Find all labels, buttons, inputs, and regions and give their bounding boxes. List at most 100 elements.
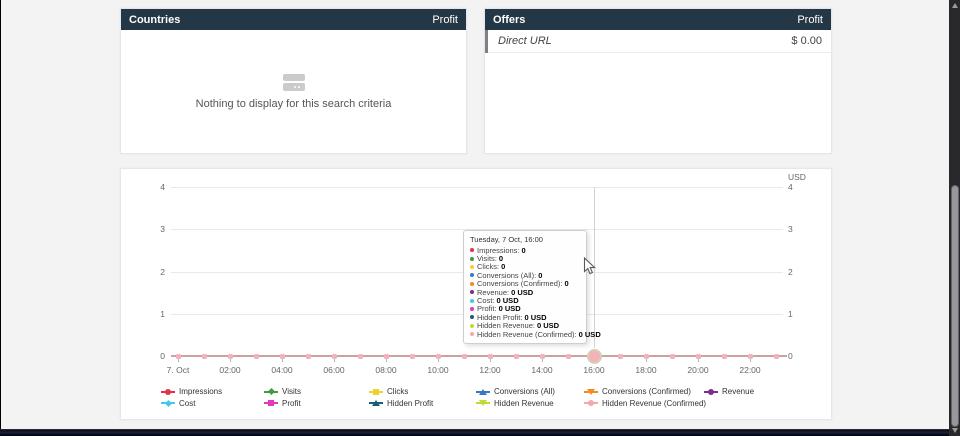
tooltip-row: Clicks: 0 bbox=[470, 262, 580, 271]
data-point-marker[interactable] bbox=[669, 353, 675, 359]
x-axis-tick bbox=[282, 358, 283, 362]
data-point-marker[interactable] bbox=[539, 353, 545, 359]
tooltip-bullet-icon bbox=[470, 290, 474, 295]
y-axis-unit-label: USD bbox=[788, 172, 806, 182]
data-point-marker[interactable] bbox=[721, 353, 727, 359]
hovered-data-point[interactable] bbox=[586, 348, 602, 364]
tooltip-row: Hidden Profit: 0 USD bbox=[470, 312, 580, 322]
scrollbar-thumb[interactable] bbox=[950, 185, 959, 427]
tooltip-row: Cost: 0 USD bbox=[470, 296, 580, 306]
y-axis-label-left: 3 bbox=[160, 224, 165, 235]
data-point-marker[interactable] bbox=[513, 353, 519, 359]
tooltip-row-value: 0 USD bbox=[511, 287, 534, 297]
legend-item-hidden-profit[interactable]: Hidden Profit bbox=[369, 398, 433, 409]
x-axis-label: 16:00 bbox=[583, 365, 605, 375]
data-point-marker[interactable] bbox=[773, 353, 779, 359]
legend-item-label: Hidden Revenue (Confirmed) bbox=[602, 398, 707, 408]
y-axis-label-right: 2 bbox=[788, 266, 793, 277]
conversions-confirmed-legend-marker-icon bbox=[584, 388, 598, 396]
x-axis-tick bbox=[334, 358, 335, 362]
legend-item-clicks[interactable]: Clicks bbox=[369, 386, 408, 397]
legend-item-hidden-revenue[interactable]: Hidden Revenue bbox=[476, 398, 554, 409]
hidden-revenue-legend-marker-icon bbox=[476, 399, 490, 407]
scrollbar-down-arrow-icon[interactable] bbox=[951, 428, 958, 433]
y-axis-label-right: 0 bbox=[788, 351, 793, 361]
data-point-marker[interactable] bbox=[383, 353, 389, 359]
data-point-marker[interactable] bbox=[331, 353, 337, 359]
countries-panel: Countries Profit Nothing to display for … bbox=[120, 8, 467, 154]
data-point-marker[interactable] bbox=[643, 353, 649, 359]
tooltip-row-label: Hidden Revenue: bbox=[477, 321, 535, 331]
legend-item-profit[interactable]: Profit bbox=[264, 398, 301, 409]
data-point-marker[interactable] bbox=[279, 353, 285, 359]
x-axis-label: 08:00 bbox=[375, 365, 397, 375]
legend-item-revenue[interactable]: Revenue bbox=[704, 386, 754, 397]
offers-panel-title: Offers bbox=[493, 13, 526, 26]
chart-gridline bbox=[171, 187, 783, 188]
x-axis-tick bbox=[698, 358, 699, 362]
data-point-marker[interactable] bbox=[175, 353, 181, 359]
legend-item-conversions-confirmed[interactable]: Conversions (Confirmed) bbox=[584, 386, 691, 397]
tooltip-row-value: 0 bbox=[538, 270, 543, 280]
data-point-marker[interactable] bbox=[747, 353, 753, 359]
tooltip-bullet-icon bbox=[470, 281, 474, 286]
x-axis-label: 14:00 bbox=[531, 365, 553, 375]
x-axis-tick bbox=[230, 358, 231, 362]
x-axis-label: 02:00 bbox=[219, 365, 241, 375]
tooltip-row-value: 0 USD bbox=[578, 329, 601, 339]
impressions-legend-marker-icon bbox=[161, 388, 175, 396]
window-bottom-strip bbox=[0, 429, 960, 436]
x-axis-label: 7. Oct bbox=[166, 365, 190, 375]
legend-item-impressions[interactable]: Impressions bbox=[161, 386, 222, 397]
page-scrollbar[interactable] bbox=[949, 0, 960, 436]
countries-metric-header: Profit bbox=[432, 13, 458, 26]
cost-legend-marker-icon bbox=[161, 399, 175, 407]
tooltip-bullet-icon bbox=[470, 248, 474, 253]
tooltip-row-label: Cost: bbox=[477, 296, 495, 306]
data-point-marker[interactable] bbox=[253, 353, 259, 359]
legend-item-cost[interactable]: Cost bbox=[161, 398, 195, 409]
tooltip-row: Conversions (All): 0 bbox=[470, 270, 580, 280]
data-point-marker[interactable] bbox=[357, 353, 363, 359]
tooltip-row-label: Profit: bbox=[477, 304, 497, 314]
data-point-marker[interactable] bbox=[409, 353, 415, 359]
tooltip-bullet-icon bbox=[470, 256, 474, 261]
legend-item-label: Cost bbox=[179, 398, 196, 408]
data-point-marker[interactable] bbox=[695, 353, 701, 359]
data-point-marker[interactable] bbox=[435, 353, 441, 359]
tooltip-bullet-icon bbox=[470, 273, 474, 278]
data-point-marker[interactable] bbox=[201, 353, 207, 359]
x-axis-tick bbox=[438, 358, 439, 362]
data-point-marker[interactable] bbox=[487, 353, 493, 359]
offer-profit-value: $ 0.00 bbox=[791, 35, 822, 47]
hidden-revenue-confirmed-legend-marker-icon bbox=[584, 399, 598, 407]
offer-row-direct-url[interactable]: Direct URL $ 0.00 bbox=[485, 30, 831, 53]
offer-name: Direct URL bbox=[498, 35, 552, 47]
y-axis-label-left: 2 bbox=[160, 266, 165, 277]
legend-item-label: Conversions (Confirmed) bbox=[602, 387, 691, 396]
x-axis-label: 20:00 bbox=[687, 365, 709, 375]
data-point-marker[interactable] bbox=[461, 353, 467, 359]
y-axis-label-left: 4 bbox=[160, 182, 165, 192]
tooltip-row-label: Impressions: bbox=[477, 245, 520, 255]
data-point-marker[interactable] bbox=[565, 353, 571, 359]
scrollbar-up-arrow-icon[interactable] bbox=[951, 3, 958, 8]
legend-item-label: Conversions (All) bbox=[494, 387, 555, 396]
data-point-marker[interactable] bbox=[227, 353, 233, 359]
legend-item-visits[interactable]: Visits bbox=[264, 386, 301, 397]
data-point-marker[interactable] bbox=[617, 353, 623, 359]
legend-item-hidden-revenue-confirmed[interactable]: Hidden Revenue (Confirmed) bbox=[584, 398, 706, 409]
data-point-marker[interactable] bbox=[305, 353, 311, 359]
tooltip-row: Impressions: 0 bbox=[470, 245, 580, 255]
tooltip-row: Visits: 0 bbox=[470, 254, 580, 263]
tooltip-row: Revenue: 0 USD bbox=[470, 287, 580, 297]
tooltip-bullet-icon bbox=[470, 332, 474, 337]
y-axis-label-left: 1 bbox=[160, 308, 165, 319]
legend-item-label: Hidden Revenue bbox=[494, 398, 554, 408]
tooltip-row-value: 0 USD bbox=[524, 312, 547, 322]
legend-item-label: Impressions bbox=[179, 387, 223, 396]
visits-legend-marker-icon bbox=[264, 387, 278, 396]
tooltip-bullet-icon bbox=[470, 298, 474, 303]
x-axis-tick bbox=[178, 358, 179, 362]
legend-item-conversions-all[interactable]: Conversions (All) bbox=[476, 386, 555, 397]
